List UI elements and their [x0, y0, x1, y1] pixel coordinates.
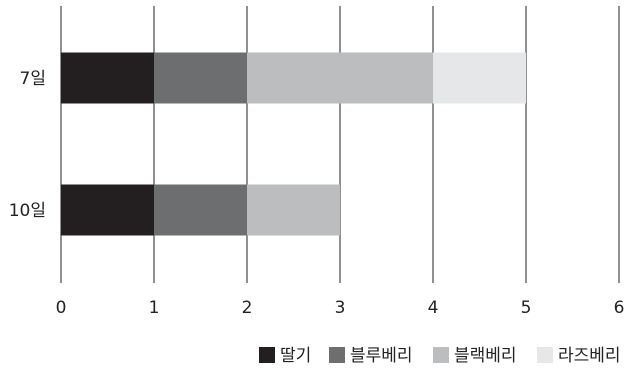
x-tick-label-5: 5 [521, 298, 532, 318]
category-labels: 7일 10일 [9, 69, 46, 221]
bar-0-2 [247, 52, 433, 104]
x-tick-label-6: 6 [614, 298, 625, 318]
bar-0-3 [433, 52, 526, 104]
category-label-0: 7일 [20, 69, 46, 89]
legend-swatch-0 [259, 347, 275, 363]
x-tick-label-1: 1 [149, 298, 160, 318]
legend-label-0: 딸기 [280, 346, 311, 366]
x-tick-labels: 0 1 2 3 4 5 6 [56, 298, 625, 318]
bar-1-1 [154, 184, 247, 236]
bars [61, 52, 526, 236]
bar-1-2 [247, 184, 340, 236]
legend-label-3: 라즈베리 [558, 346, 621, 366]
bar-0-0 [61, 52, 154, 104]
legend: 딸기 블루베리 블랙베리 라즈베리 [259, 346, 621, 366]
legend-swatch-3 [537, 347, 553, 363]
legend-swatch-1 [329, 347, 345, 363]
category-label-1: 10일 [9, 201, 46, 221]
bar-0-1 [154, 52, 247, 104]
x-tick-label-4: 4 [428, 298, 439, 318]
legend-swatch-2 [433, 347, 449, 363]
grid-lines [60, 6, 620, 283]
bar-1-0 [61, 184, 154, 236]
x-tick-label-0: 0 [56, 298, 67, 318]
x-tick-label-2: 2 [242, 298, 253, 318]
x-tick-label-3: 3 [335, 298, 346, 318]
legend-label-2: 블랙베리 [454, 346, 517, 366]
legend-label-1: 블루베리 [350, 346, 413, 366]
